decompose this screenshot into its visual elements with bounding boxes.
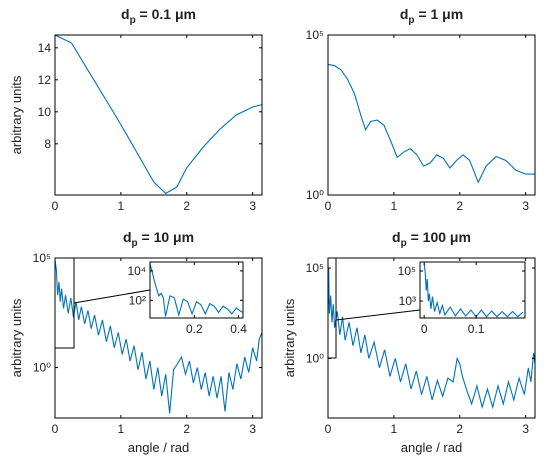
x-tick-label: 0 [325, 199, 332, 213]
x-tick-label: 0.1 [468, 322, 485, 336]
x-tick-label: 3 [249, 422, 256, 436]
y-axis-label: arbitrary units [9, 75, 24, 154]
inset: 0 0.1 10³ 10⁵ [398, 261, 526, 336]
x-tick-label: 2 [183, 199, 190, 213]
data-line [55, 260, 262, 414]
x-tick-label: 0 [325, 422, 332, 436]
data-line [150, 263, 243, 318]
y-tick-label: 10⁵ [33, 251, 51, 265]
panel-title: dp = 0.1 μm [121, 6, 196, 26]
x-tick-label: 2 [456, 199, 463, 213]
x-tick-label: 2 [456, 422, 463, 436]
y-tick-label: 10⁰ [33, 361, 51, 375]
panel-title: dp = 10 μm [123, 229, 194, 249]
x-tick-label: 3 [522, 422, 529, 436]
y-tick-label: 10 [38, 105, 52, 119]
x-tick-label: 1 [391, 422, 398, 436]
y-tick-label: 8 [44, 137, 51, 151]
y-tick-label: 10⁵ [398, 264, 416, 278]
y-tick-label: 10⁰ [306, 188, 324, 202]
panel-title: dp = 1 μm [400, 6, 463, 26]
axes-box [54, 34, 263, 196]
x-tick-label: 2 [183, 422, 190, 436]
y-tick-label: 10⁴ [127, 264, 146, 278]
x-tick-label: 3 [249, 199, 256, 213]
x-tick-label: 0 [421, 322, 428, 336]
y-axis-label: arbitrary units [282, 298, 297, 377]
x-tick-label: 0.2 [186, 322, 203, 336]
panel: 0 1 2 3 10⁰ 10⁵ dp = 1 μm [306, 6, 536, 213]
x-tick-label: 0.4 [230, 322, 247, 336]
data-line [328, 262, 535, 410]
x-axis-label: angle / rad [401, 440, 462, 455]
plot-area [420, 262, 525, 318]
y-tick-label: 12 [38, 73, 52, 87]
y-tick-label: 10⁵ [306, 261, 324, 275]
x-tick-label: 1 [118, 199, 125, 213]
y-tick-label: 14 [38, 41, 52, 55]
data-line [328, 63, 535, 184]
axes-box [327, 34, 536, 196]
y-axis-label: arbitrary units [9, 298, 24, 377]
x-tick-label: 1 [118, 422, 125, 436]
y-tick-label: 10³ [399, 294, 416, 308]
plot-area [328, 35, 535, 195]
panel-title: dp = 100 μm [392, 229, 471, 249]
plot-area [150, 262, 243, 318]
y-tick-label: 10⁰ [306, 351, 324, 365]
plot-area [55, 35, 262, 195]
zoom-connector [335, 309, 421, 321]
axes-box [419, 261, 526, 319]
data-line [423, 263, 524, 318]
zoom-connector [73, 289, 151, 304]
x-tick-label: 3 [522, 199, 529, 213]
x-tick-label: 1 [391, 199, 398, 213]
x-tick-label: 0 [52, 199, 59, 213]
x-axis-label: angle / rad [128, 440, 189, 455]
data-line [55, 35, 262, 195]
zoom-box [327, 257, 337, 359]
y-tick-label: 10⁵ [306, 28, 324, 42]
x-tick-label: 0 [52, 422, 59, 436]
zoom-guides [54, 257, 421, 359]
y-tick-label: 10² [129, 293, 146, 307]
